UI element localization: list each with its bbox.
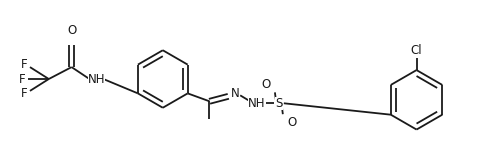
Text: NH: NH xyxy=(88,73,105,85)
Text: F: F xyxy=(21,87,27,100)
Text: N: N xyxy=(231,87,239,100)
Text: F: F xyxy=(19,73,25,85)
Text: O: O xyxy=(287,116,296,129)
Text: S: S xyxy=(275,97,283,110)
Text: F: F xyxy=(21,58,27,71)
Text: Cl: Cl xyxy=(411,44,422,57)
Text: O: O xyxy=(262,78,271,91)
Text: O: O xyxy=(67,24,76,37)
Text: NH: NH xyxy=(248,97,266,110)
